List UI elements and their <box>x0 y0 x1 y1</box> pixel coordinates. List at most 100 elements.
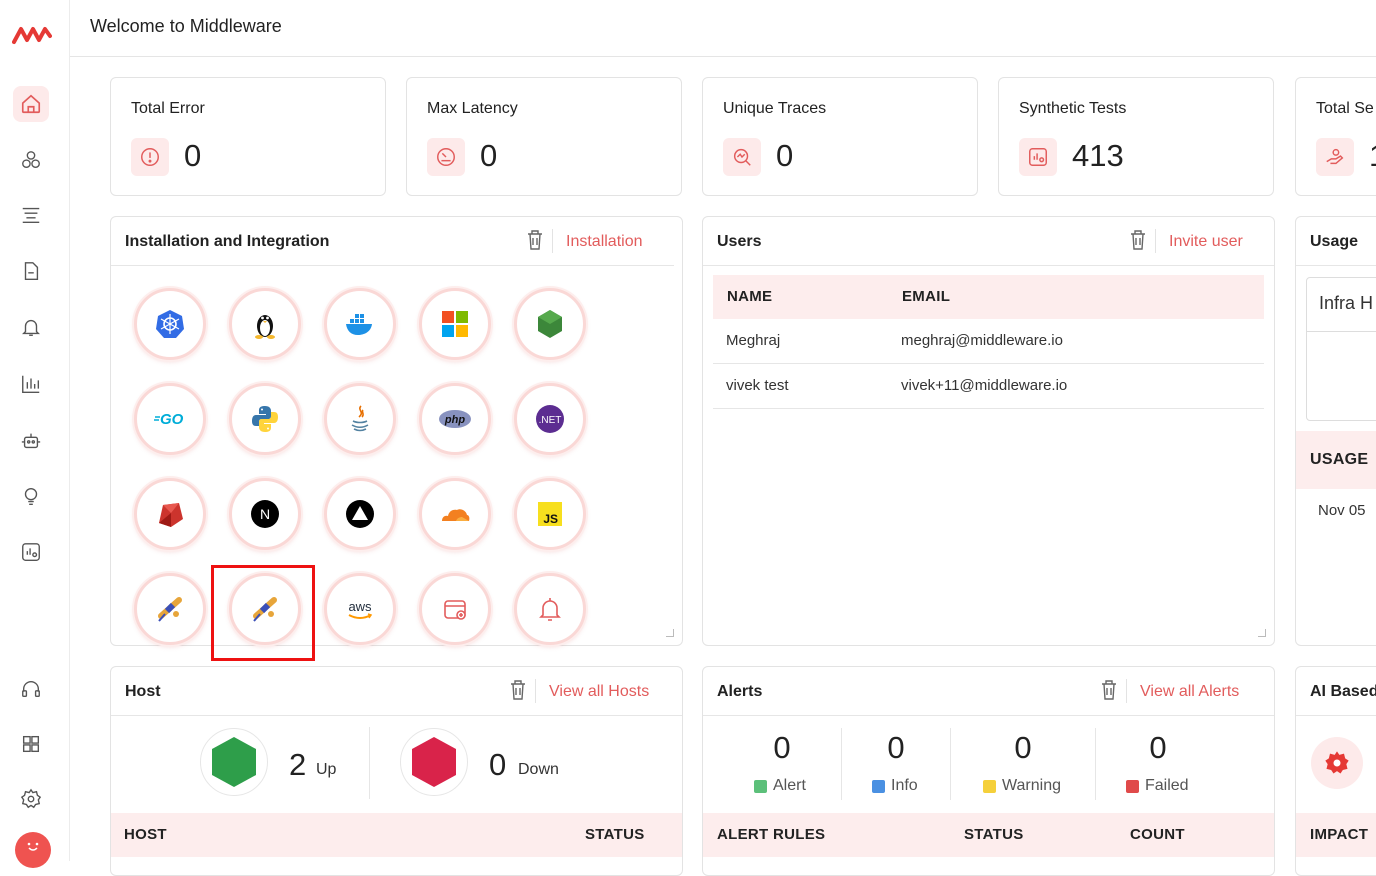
view-all-alerts-link[interactable]: View all Alerts <box>1140 683 1240 700</box>
services-icon[interactable] <box>13 142 49 178</box>
panel-header: Users Invite user <box>703 217 1274 266</box>
settings-icon[interactable] <box>13 781 49 817</box>
cloudflare-icon[interactable] <box>419 478 491 550</box>
synthetic-icon[interactable] <box>13 534 49 570</box>
table-row[interactable]: vivek test vivek+11@middleware.io <box>713 364 1264 409</box>
vercel-icon[interactable] <box>324 478 396 550</box>
host-down-count: 0 <box>489 747 507 782</box>
panel-title: Alerts <box>717 683 763 700</box>
divider <box>1095 728 1096 800</box>
host-down-label: Down <box>518 761 559 778</box>
bar-chart-icon[interactable] <box>13 366 49 402</box>
view-all-hosts-link[interactable]: View all Hosts <box>549 683 650 700</box>
nodejs-icon[interactable] <box>514 288 586 360</box>
host-up-label: Up <box>316 761 337 778</box>
user-name: vivek test <box>726 377 789 394</box>
php-icon[interactable]: php <box>419 383 491 455</box>
usage-chart-box: Infra H <box>1306 277 1376 421</box>
logs-icon[interactable] <box>13 197 49 233</box>
stat-card-total-services[interactable]: Total Se 1 <box>1295 77 1376 196</box>
info-legend: Info <box>872 777 918 795</box>
headset-icon[interactable] <box>13 671 49 707</box>
usage-select[interactable]: Infra H <box>1307 278 1376 332</box>
alert-count: 0 <box>773 730 791 765</box>
alert-bell-icon[interactable] <box>514 573 586 645</box>
column-host: HOST <box>124 826 167 843</box>
stat-value: 413 <box>1072 138 1124 173</box>
traces-icon <box>723 138 761 176</box>
user-name: Meghraj <box>726 332 781 349</box>
usage-panel: Usage Infra H USAGE Nov 05 <box>1295 216 1376 646</box>
avatar[interactable] <box>15 832 51 868</box>
divider <box>1126 679 1127 703</box>
failed-legend: Failed <box>1126 777 1189 795</box>
document-icon[interactable] <box>13 253 49 289</box>
javascript-icon[interactable]: JS <box>514 478 586 550</box>
top-header: Welcome to Middleware <box>70 0 1376 57</box>
go-label: GO <box>160 411 184 428</box>
grid-icon[interactable] <box>13 726 49 762</box>
ai-table-header: IMPACT <box>1296 813 1376 857</box>
nextjs-icon[interactable]: N <box>229 478 301 550</box>
host-up-icon <box>200 728 268 796</box>
resize-handle[interactable] <box>666 629 674 637</box>
stat-card-unique-traces[interactable]: Unique Traces 0 <box>702 77 978 196</box>
alert-legend: Alert <box>754 777 806 795</box>
panel-title: Host <box>125 683 161 700</box>
synthetic-icon <box>1019 138 1057 176</box>
installation-panel: Installation and Integration Installatio… <box>110 216 683 646</box>
robot-icon[interactable] <box>13 423 49 459</box>
home-icon[interactable] <box>13 86 49 122</box>
resize-handle[interactable] <box>1258 629 1266 637</box>
info-count: 0 <box>887 730 905 765</box>
column-status: STATUS <box>585 826 645 843</box>
trash-icon[interactable] <box>508 679 528 701</box>
dotnet-icon[interactable]: .NET <box>514 383 586 455</box>
usage-row-date: Nov 05 <box>1318 502 1366 519</box>
middleware-logo[interactable] <box>12 22 52 48</box>
column-impact: IMPACT <box>1310 826 1369 843</box>
bell-icon[interactable] <box>13 309 49 345</box>
javascript-label: JS <box>543 512 558 526</box>
stat-card-max-latency[interactable]: Max Latency 0 <box>406 77 682 196</box>
table-row[interactable]: Meghraj meghraj@middleware.io <box>713 319 1264 364</box>
go-icon[interactable]: GO <box>134 383 206 455</box>
invite-user-link[interactable]: Invite user <box>1169 233 1243 250</box>
stat-label: Synthetic Tests <box>1019 100 1127 117</box>
user-email: vivek+11@middleware.io <box>901 377 1068 394</box>
telescope-icon[interactable] <box>134 573 206 645</box>
info-label: Info <box>891 777 918 794</box>
trash-icon[interactable] <box>1128 229 1148 251</box>
panel-header: AI Based <box>1296 667 1376 716</box>
usage-table-header: USAGE <box>1296 431 1376 489</box>
php-label: php <box>444 414 465 426</box>
stat-card-total-error[interactable]: Total Error 0 <box>110 77 386 196</box>
warning-count: 0 <box>1014 730 1032 765</box>
alerts-table-header: ALERT RULES STATUS COUNT <box>703 813 1274 857</box>
warning-legend: Warning <box>983 777 1061 795</box>
database-add-icon[interactable] <box>419 573 491 645</box>
stat-label: Unique Traces <box>723 100 827 117</box>
trash-icon[interactable] <box>1099 679 1119 701</box>
error-icon <box>131 138 169 176</box>
windows-icon[interactable] <box>419 288 491 360</box>
users-table-header: NAME EMAIL <box>713 275 1264 319</box>
stat-card-synthetic-tests[interactable]: Synthetic Tests 413 <box>998 77 1274 196</box>
java-icon[interactable] <box>324 383 396 455</box>
python-icon[interactable] <box>229 383 301 455</box>
linux-icon[interactable] <box>229 288 301 360</box>
ruby-icon[interactable] <box>134 478 206 550</box>
aws-icon[interactable]: aws <box>324 573 396 645</box>
kubernetes-icon[interactable] <box>134 288 206 360</box>
bulb-icon[interactable] <box>13 478 49 514</box>
stat-value: 1 <box>1369 138 1376 174</box>
alert-swatch <box>754 779 767 793</box>
telescope-icon[interactable] <box>229 573 301 645</box>
host-table-header: HOST STATUS <box>111 813 682 857</box>
stat-value: 0 <box>776 138 794 173</box>
installation-link[interactable]: Installation <box>566 233 643 250</box>
stat-value: 0 <box>184 138 202 173</box>
docker-icon[interactable] <box>324 288 396 360</box>
panel-title: Installation and Integration <box>125 233 330 250</box>
trash-icon[interactable] <box>525 229 545 251</box>
